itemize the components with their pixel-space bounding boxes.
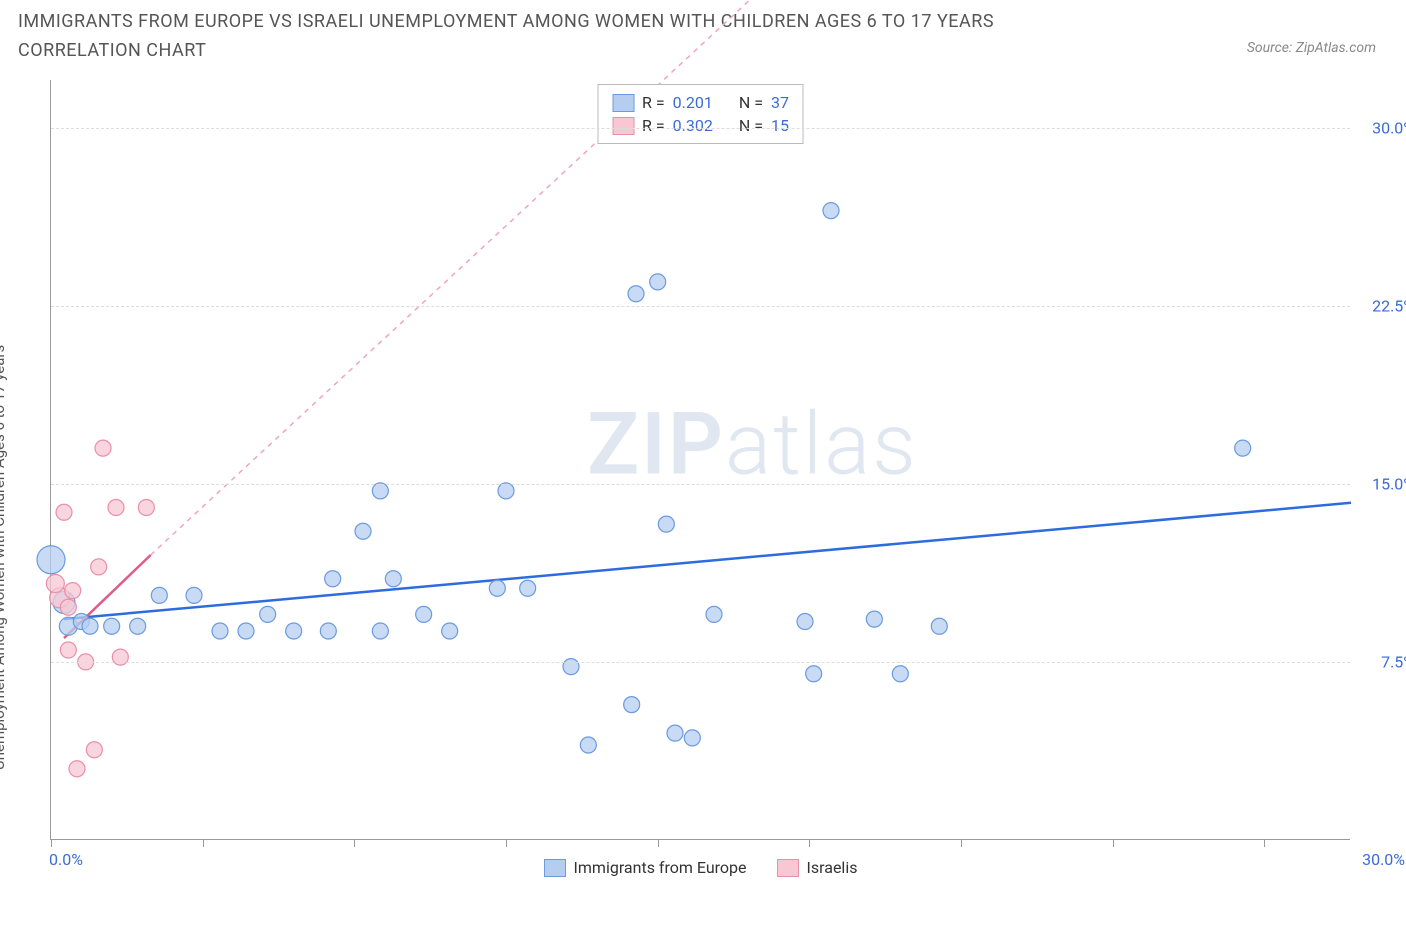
x-tick-label: 0.0% [49, 850, 83, 869]
stats-legend-row: R = 0.201 N = 37 [612, 91, 789, 114]
r-value: 0.302 [673, 116, 713, 135]
x-tick [961, 839, 962, 847]
grid-line [51, 306, 1350, 307]
bottom-legend-item: Immigrants from Europe [544, 858, 747, 877]
x-tick [51, 839, 52, 847]
x-tick [809, 839, 810, 847]
stats-legend: R = 0.201 N = 37 R = 0.302 N = 15 [597, 84, 804, 144]
x-tick [506, 839, 507, 847]
r-label: R = [642, 116, 665, 135]
x-tick [1264, 839, 1265, 847]
y-tick-label: 7.5% [1381, 652, 1406, 671]
x-tick [658, 839, 659, 847]
grid-line [51, 662, 1350, 663]
grid-line [51, 484, 1350, 485]
x-tick [203, 839, 204, 847]
y-axis-label: Unemployment Among Women with Children A… [0, 345, 8, 770]
chart-title: IMMIGRANTS FROM EUROPE VS ISRAELI UNEMPL… [18, 8, 1118, 66]
legend-swatch [777, 859, 799, 877]
x-tick [1113, 839, 1114, 847]
n-label: N = [739, 93, 763, 112]
plot-area: ZIPatlas R = 0.201 N = 37 R = 0.302 N = … [50, 80, 1350, 840]
legend-label: Israelis [807, 858, 858, 877]
r-value: 0.201 [673, 93, 713, 112]
bottom-legend-item: Israelis [777, 858, 858, 877]
legend-swatch [612, 117, 634, 135]
y-tick-label: 15.0% [1372, 474, 1406, 493]
stats-legend-row: R = 0.302 N = 15 [612, 114, 789, 137]
x-tick-label: 30.0% [1362, 850, 1405, 869]
legend-label: Immigrants from Europe [574, 858, 747, 877]
y-tick-label: 22.5% [1372, 296, 1406, 315]
bottom-legend: Immigrants from Europe Israelis [544, 858, 858, 877]
n-value: 37 [771, 93, 789, 112]
legend-swatch [544, 859, 566, 877]
r-label: R = [642, 93, 665, 112]
n-label: N = [739, 116, 763, 135]
n-value: 15 [771, 116, 789, 135]
source-label: Source: ZipAtlas.com [1247, 40, 1376, 56]
legend-swatch [612, 94, 634, 112]
grid-line [51, 128, 1350, 129]
plot-svg [51, 80, 1350, 839]
y-tick-label: 30.0% [1372, 118, 1406, 137]
x-tick [354, 839, 355, 847]
